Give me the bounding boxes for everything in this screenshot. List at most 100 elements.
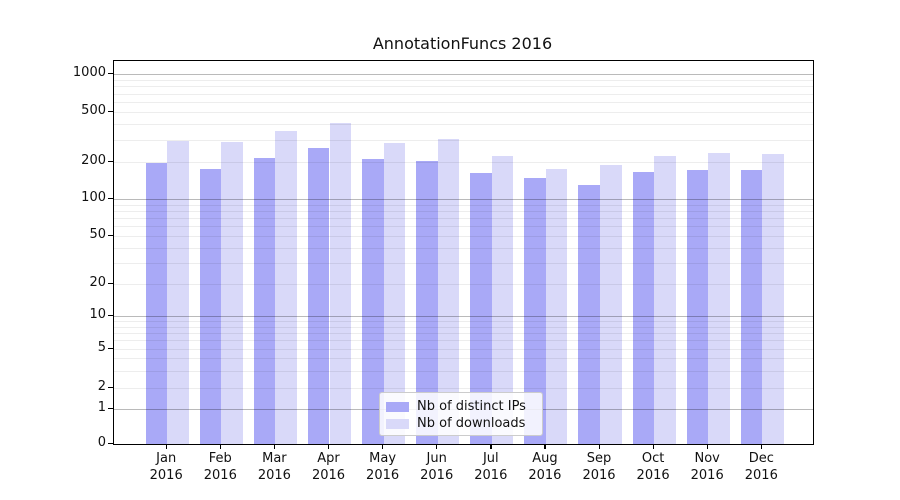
x-tick-label-apr: Apr 2016 [297,450,361,484]
x-tick-month: Sep [586,451,612,466]
bar-downloads-jul [491,155,514,444]
bar-downloads-jun [437,138,460,444]
gridline-minor [114,388,813,389]
gridline-minor [114,79,813,81]
y-tick-label: 500 [81,103,106,118]
x-tick-mark [273,444,276,449]
x-tick-month: Mar [262,451,287,466]
x-tick-year: 2016 [311,468,346,483]
bar-distinct-ips-oct [632,172,655,444]
gridline-minor [114,326,813,328]
x-tick-month: Jun [426,451,447,466]
y-tick-label: 20 [89,275,106,290]
x-tick-mark [219,444,222,449]
y-tick-label: 1 [97,400,106,415]
x-tick-month: Feb [208,451,232,466]
gridline-minor [114,321,813,323]
x-tick-month: Aug [532,451,558,466]
gridline-minor [114,112,813,113]
gridline-minor [114,139,813,141]
x-tick-label-jul: Jul 2016 [459,450,523,484]
legend-item: Nb of distinct IPs [386,398,542,415]
x-tick-label-aug: Aug 2016 [513,450,577,484]
x-tick-label-mar: Mar 2016 [242,450,306,484]
gridline-minor [114,332,813,334]
y-tick-mark [108,282,113,284]
x-tick-month: Nov [694,451,720,466]
bar-downloads-dec [762,154,784,444]
x-tick-month: Apr [317,451,340,466]
bar-downloads-aug [545,169,568,444]
y-tick-label: 2 [97,379,106,394]
bar-distinct-ips-jan [145,163,168,444]
legend-item: Nb of downloads [386,415,542,432]
x-tick-label-sep: Sep 2016 [567,450,631,484]
bar-distinct-ips-apr [307,147,330,444]
x-tick-mark [760,444,763,449]
x-tick-mark [652,444,654,449]
x-tick-label-oct: Oct 2016 [621,450,685,484]
x-tick-year: 2016 [636,468,670,483]
gridline-major [114,316,813,317]
x-tick-year: 2016 [420,468,454,483]
x-tick-month: Dec [748,451,774,466]
y-tick-mark [108,386,113,388]
x-tick-label-nov: Nov 2016 [675,450,739,484]
x-tick-mark [598,444,600,449]
y-tick-label: 100 [81,190,106,205]
y-tick-mark [108,234,113,236]
chart-title: AnnotationFuncs 2016 [372,34,553,53]
gridline-minor [114,210,813,212]
x-tick-label-may: May 2016 [351,450,415,484]
x-tick-year: 2016 [149,468,183,483]
y-tick-label: 50 [89,227,106,242]
x-tick-year: 2016 [528,468,562,483]
bar-downloads-apr [329,122,352,444]
legend-label: Nb of distinct IPs [417,399,526,414]
x-tick-label-jan: Jan 2016 [134,450,198,484]
gridline-minor [114,204,813,206]
bar-downloads-jan [167,140,189,444]
bar-distinct-ips-feb [199,169,222,444]
gridline-minor [114,162,813,163]
gridline-minor [114,86,813,88]
bar-distinct-ips-jul [470,172,492,444]
legend-swatch-distinct-ips [386,401,409,412]
gridline-minor [114,93,813,95]
legend-label: Nb of downloads [417,416,526,431]
bar-downloads-sep [600,164,622,444]
x-tick-mark [165,444,167,449]
gridline-minor [114,349,813,350]
x-tick-mark [382,444,384,449]
bar-distinct-ips-aug [524,178,546,444]
x-tick-mark [436,444,438,449]
x-tick-year: 2016 [582,468,616,483]
gridline-minor [114,358,813,360]
y-tick-mark [108,347,113,349]
gridline-major [114,199,813,200]
gridline-minor [114,247,813,249]
x-tick-month: Jul [482,451,499,466]
x-tick-year: 2016 [744,468,778,483]
bar-downloads-nov [708,153,730,444]
y-tick-label: 0 [97,435,106,450]
y-tick-mark [108,72,113,74]
gridline-minor [114,262,813,264]
x-tick-label-jun: Jun 2016 [405,450,469,484]
bar-downloads-may [383,143,406,444]
y-tick-mark [108,314,113,316]
bar-downloads-feb [221,141,243,444]
x-tick-year: 2016 [474,468,508,483]
bar-distinct-ips-sep [578,185,600,444]
gridline-minor [114,102,813,103]
x-tick-month: May [369,451,397,466]
y-tick-label: 5 [97,340,106,355]
x-tick-mark [490,444,492,449]
x-tick-mark [544,444,546,449]
x-tick-mark [706,444,708,449]
bar-distinct-ips-dec [740,170,763,444]
x-tick-month: Oct [641,451,665,466]
y-tick-mark [108,197,113,199]
gridline-minor [114,236,813,237]
